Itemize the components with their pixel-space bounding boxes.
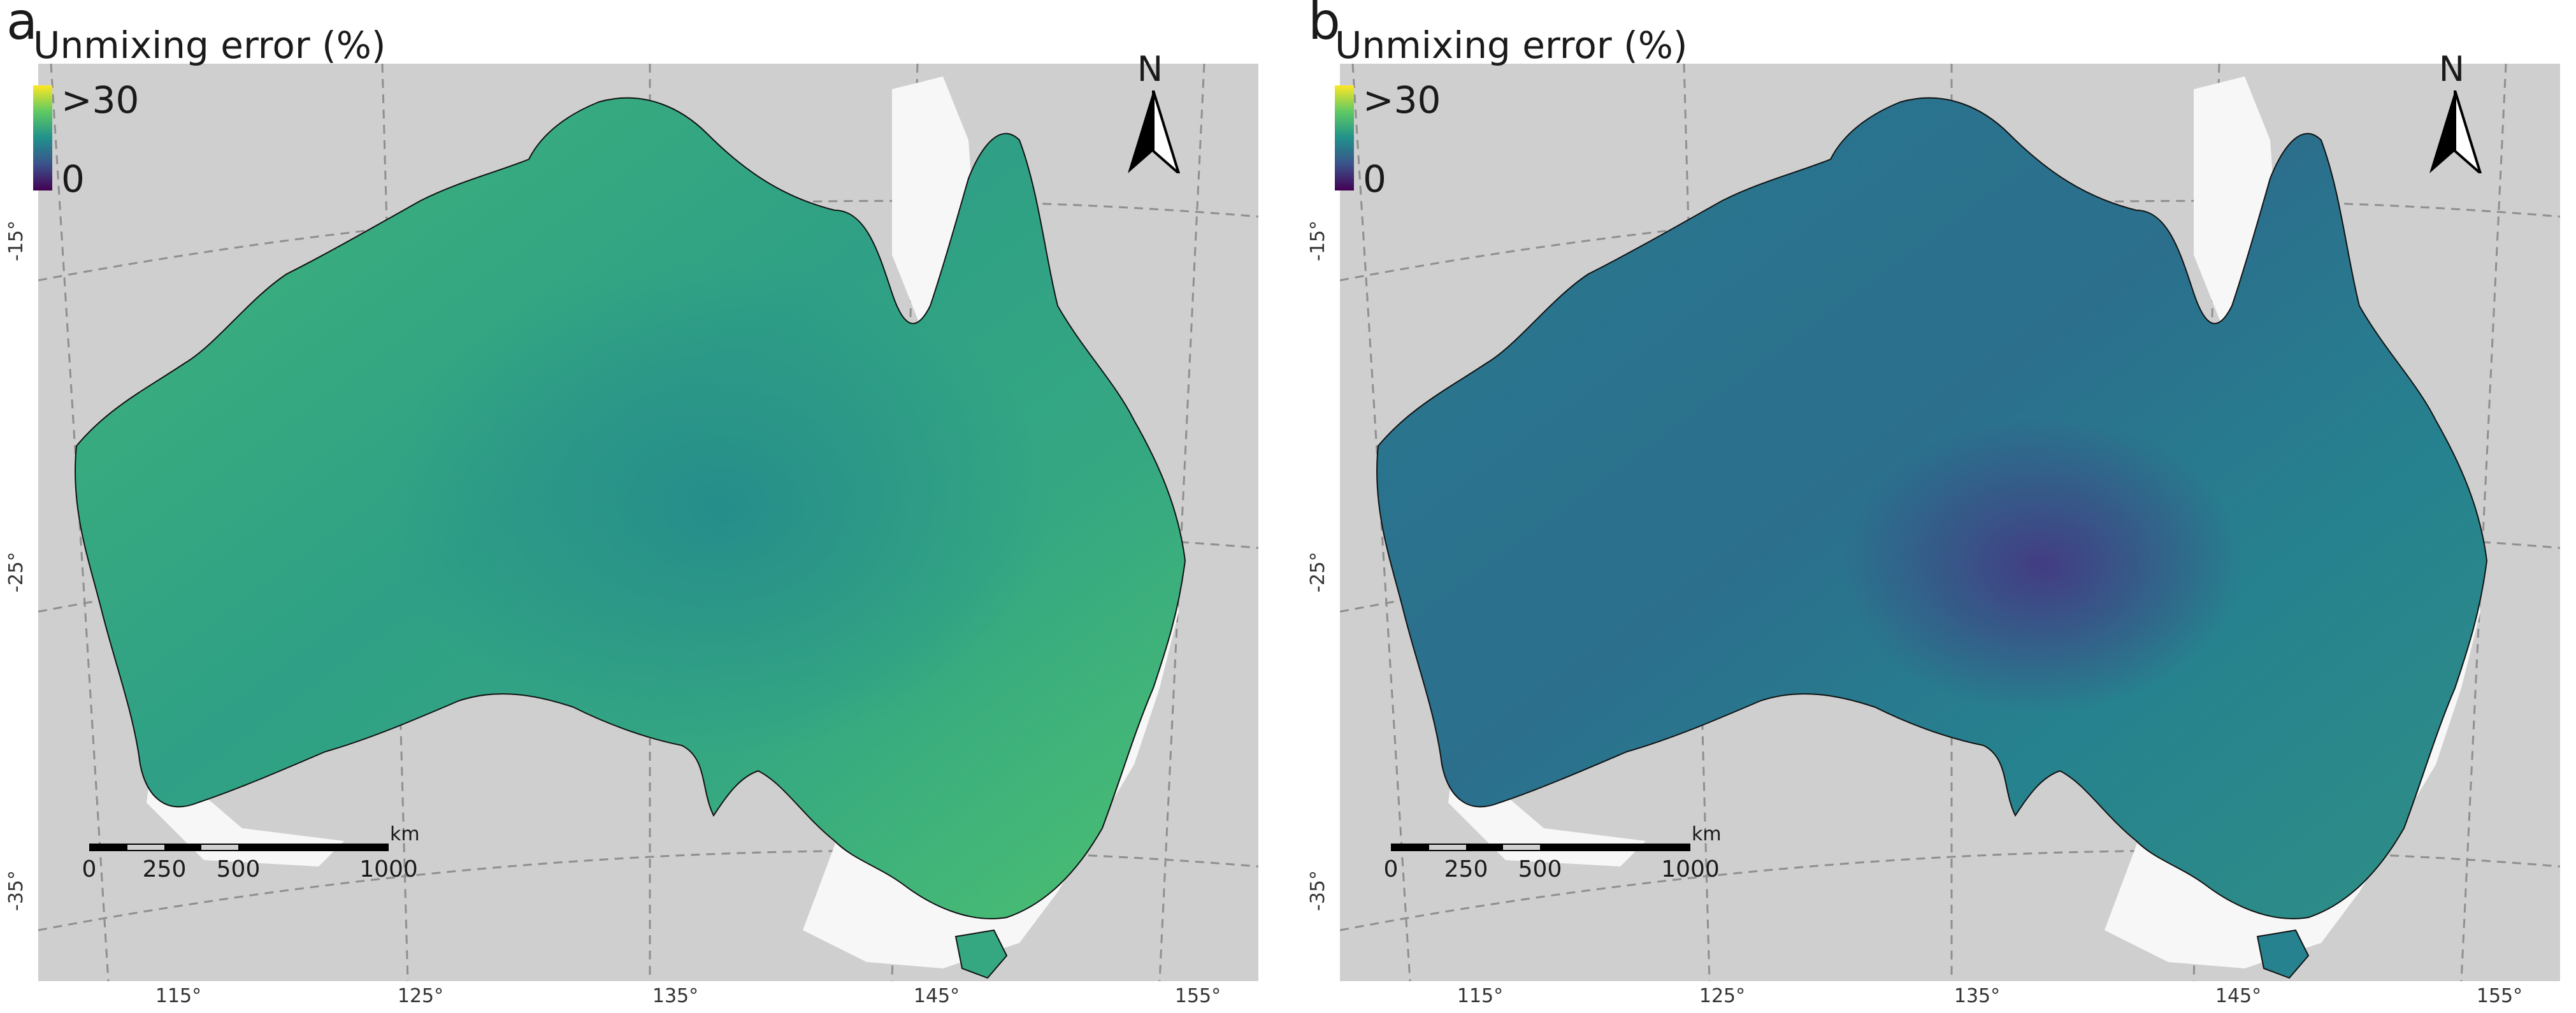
lon-label: 145° bbox=[2215, 985, 2262, 1007]
scale-bar: km 0 250 500 1000 bbox=[82, 823, 421, 898]
legend: Unmixing error (%) >30 0 bbox=[1335, 24, 1688, 198]
lat-label: -35° bbox=[1307, 870, 1329, 911]
panel-letter: b bbox=[1308, 0, 1341, 51]
colorbar bbox=[1335, 85, 1354, 190]
north-label: N bbox=[1137, 49, 1163, 89]
lon-label: 155° bbox=[2476, 985, 2523, 1007]
lon-label: 115° bbox=[1457, 985, 1504, 1007]
scale-label-1000: 1000 bbox=[1661, 856, 1720, 882]
legend-title: Unmixing error (%) bbox=[33, 24, 386, 67]
legend-min-label: 0 bbox=[61, 157, 85, 201]
scale-label-0: 0 bbox=[82, 856, 97, 882]
north-arrow: N bbox=[1118, 52, 1188, 180]
legend-max-label: >30 bbox=[61, 78, 140, 122]
tasmania bbox=[2256, 929, 2310, 979]
lon-label: 145° bbox=[913, 985, 960, 1007]
lat-label: -15° bbox=[5, 220, 27, 261]
lat-label: -25° bbox=[5, 552, 27, 593]
map-frame bbox=[38, 64, 1258, 981]
north-arrow-icon bbox=[1128, 90, 1181, 173]
map-panel-b: b bbox=[1302, 0, 2576, 1013]
lon-label: 155° bbox=[1174, 985, 1221, 1007]
legend: Unmixing error (%) >30 0 bbox=[33, 24, 386, 198]
legend-max-label: >30 bbox=[1363, 78, 1441, 122]
map-frame bbox=[1340, 64, 2560, 981]
legend-title: Unmixing error (%) bbox=[1335, 24, 1688, 67]
lon-label: 115° bbox=[155, 985, 202, 1007]
central-low-error-zone bbox=[75, 97, 1186, 919]
scale-bar: km 0 250 500 1000 bbox=[1384, 823, 1722, 898]
central-low-error-zone bbox=[1377, 97, 2487, 919]
map-panel-a: a bbox=[0, 0, 1274, 1013]
lon-label: 125° bbox=[1699, 985, 1746, 1007]
lon-label: 135° bbox=[652, 985, 699, 1007]
scale-label-0: 0 bbox=[1383, 856, 1399, 882]
north-label: N bbox=[2438, 49, 2465, 89]
colorbar bbox=[33, 85, 52, 190]
scale-label-250: 250 bbox=[142, 856, 187, 882]
tasmania bbox=[954, 929, 1008, 979]
lon-label: 135° bbox=[1954, 985, 2001, 1007]
scale-unit: km bbox=[390, 823, 420, 845]
north-arrow-icon bbox=[2429, 90, 2482, 173]
scale-label-250: 250 bbox=[1444, 856, 1488, 882]
panel-letter: a bbox=[6, 0, 38, 51]
scale-unit: km bbox=[1692, 823, 1722, 845]
lat-label: -35° bbox=[5, 870, 27, 911]
lon-label: 125° bbox=[397, 985, 444, 1007]
scale-bar-graphic bbox=[89, 844, 389, 851]
map-canvas bbox=[1340, 64, 2560, 981]
outside-land-west bbox=[147, 752, 344, 866]
scale-label-500: 500 bbox=[1518, 856, 1562, 882]
scale-label-1000: 1000 bbox=[359, 856, 418, 882]
lat-label: -15° bbox=[1307, 220, 1329, 261]
scale-label-500: 500 bbox=[216, 856, 261, 882]
legend-min-label: 0 bbox=[1363, 157, 1386, 201]
north-arrow: N bbox=[2420, 52, 2490, 180]
lat-label: -25° bbox=[1307, 552, 1329, 593]
map-canvas bbox=[38, 64, 1258, 981]
scale-bar-graphic bbox=[1391, 844, 1690, 851]
outside-land-west bbox=[1448, 752, 1646, 866]
